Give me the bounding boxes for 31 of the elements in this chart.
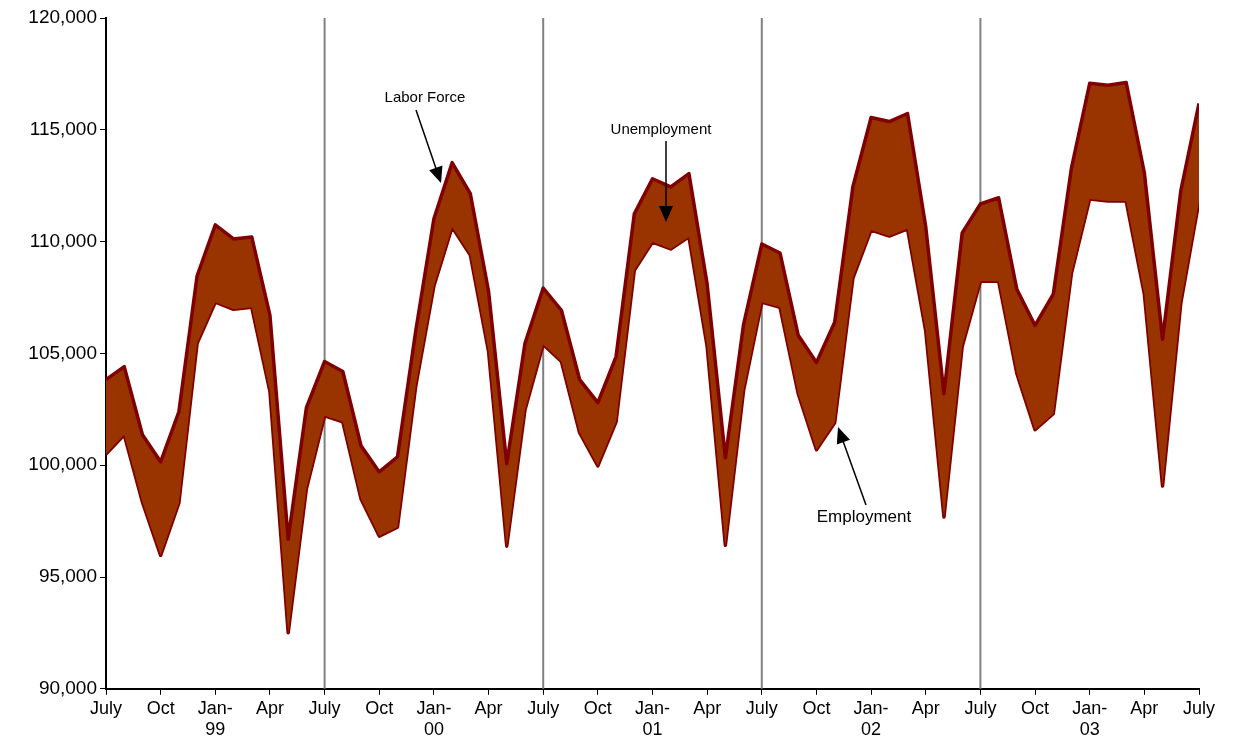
x-tick-label: Jan-99: [197, 697, 233, 740]
x-tick-label: Jan-01: [634, 697, 671, 740]
y-tick-label: 95,000: [38, 565, 97, 587]
x-tick-label: Apr: [693, 697, 722, 718]
x-tick-label: Apr: [474, 697, 503, 718]
x-tick-label: July: [964, 697, 997, 718]
annotation: Employment: [816, 507, 912, 527]
annotation: Labor Force: [384, 87, 466, 105]
x-tick-label: Oct: [1021, 697, 1050, 718]
x-tick-label: Apr: [255, 697, 284, 718]
x-tick-label: July: [1182, 697, 1216, 718]
x-tick-label: Oct: [146, 697, 175, 718]
y-tick-label: 105,000: [28, 341, 97, 363]
x-tick-label: Jan-02: [853, 697, 889, 740]
x-tick-label: July: [527, 697, 560, 718]
y-tick-label: 110,000: [29, 229, 97, 251]
annotation: Unemployment: [610, 119, 713, 137]
x-tick-label: July: [308, 697, 341, 718]
x-tick-label: Apr: [1130, 697, 1159, 718]
y-tick-label: 120,000: [28, 6, 97, 28]
y-tick-label: 100,000: [28, 453, 97, 475]
x-tick-label: Jan-00: [416, 697, 452, 740]
y-tick-label: 115,000: [29, 118, 97, 140]
y-tick-label: 90,000: [38, 677, 97, 699]
x-tick-label: July: [745, 697, 778, 718]
x-tick-label: Jan-03: [1072, 697, 1108, 740]
x-tick-label: Oct: [583, 697, 612, 718]
x-tick-label: Oct: [802, 697, 831, 718]
x-tick-label: Oct: [365, 697, 394, 718]
x-tick-label: Apr: [911, 697, 940, 718]
x-tick-label: July: [89, 697, 123, 718]
